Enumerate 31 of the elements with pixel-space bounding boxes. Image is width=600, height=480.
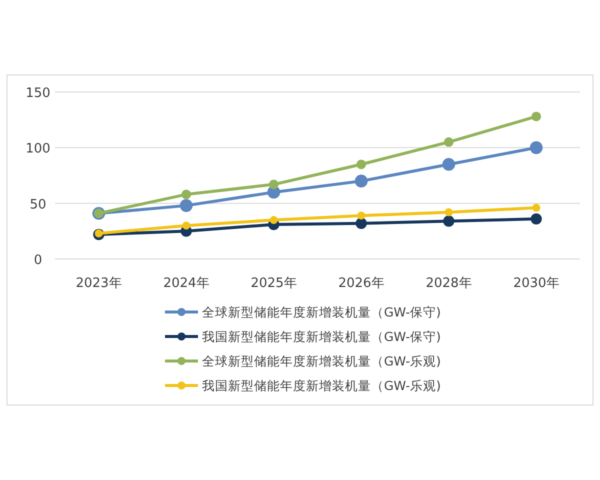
point — [357, 212, 366, 220]
point — [442, 158, 456, 171]
point — [444, 137, 454, 147]
point — [268, 180, 279, 190]
point — [182, 222, 190, 230]
y-tick-label: 100 — [26, 142, 50, 157]
point — [531, 112, 542, 122]
point — [356, 218, 367, 229]
point — [530, 213, 542, 225]
x-tick-label: 2025年 — [250, 276, 297, 291]
y-tick-label: 50 — [30, 197, 46, 212]
point — [443, 216, 454, 227]
x-tick-label: 2030年 — [513, 276, 560, 291]
y-tick-label: 0 — [34, 253, 42, 268]
point — [270, 216, 278, 224]
point — [444, 208, 453, 216]
legend-label: 我国新型储能年度新增装机量（GW-保守) — [202, 329, 441, 344]
point — [356, 160, 366, 170]
point — [354, 174, 368, 188]
legend-label: 全球新型储能年度新增装机量（GW-保守) — [202, 304, 441, 320]
point — [532, 204, 540, 212]
legend-label: 全球新型储能年度新增装机量（GW-乐观) — [202, 354, 441, 368]
point — [530, 141, 543, 154]
x-tick-label: 2023年 — [76, 276, 122, 291]
x-tick-label: 2028年 — [426, 276, 472, 291]
x-tick-label: 2026年 — [338, 276, 384, 291]
y-tick-label: 150 — [26, 86, 50, 101]
legend-label: 我国新型储能年度新增装机量（GW-乐观) — [202, 378, 441, 393]
point — [180, 199, 193, 212]
x-tick-label: 2024年 — [163, 276, 210, 291]
point — [181, 190, 192, 200]
